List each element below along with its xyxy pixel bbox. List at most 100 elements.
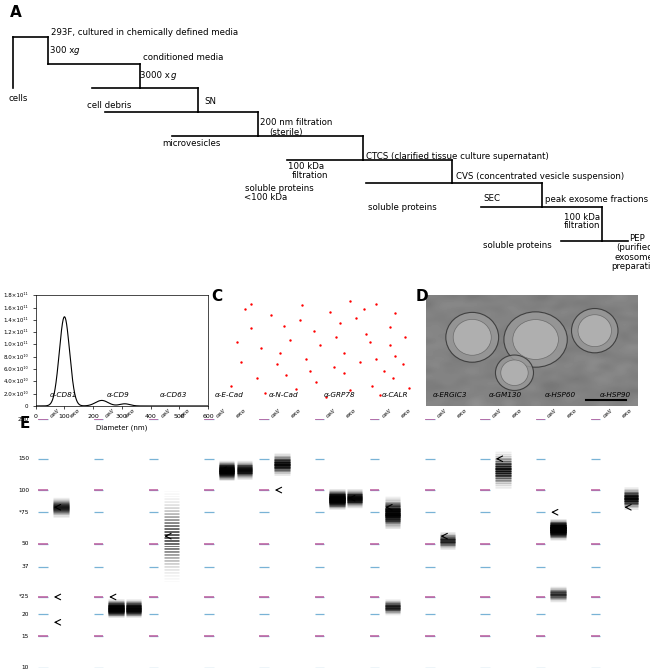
Text: α-CD9: α-CD9 [107, 393, 129, 399]
Text: cell: cell [436, 407, 447, 418]
Text: exosome: exosome [615, 253, 650, 262]
Point [390, 307, 400, 318]
Text: exo: exo [456, 407, 468, 419]
Point [355, 356, 365, 367]
Text: 15: 15 [22, 634, 29, 639]
Point [325, 307, 335, 317]
Point [384, 322, 395, 333]
Text: 10: 10 [22, 665, 29, 670]
Text: 250: 250 [18, 417, 29, 422]
Point [359, 303, 369, 314]
Point [281, 370, 292, 380]
Point [226, 380, 236, 391]
Text: E: E [20, 416, 30, 431]
Text: α-GRP78: α-GRP78 [324, 393, 355, 399]
Text: g: g [171, 72, 176, 81]
Point [390, 351, 400, 362]
Text: cell: cell [381, 407, 392, 418]
Text: filtration: filtration [292, 170, 328, 180]
Point [246, 323, 256, 333]
Point [370, 299, 381, 309]
Text: SN: SN [204, 97, 216, 106]
Point [384, 340, 395, 350]
Text: cell: cell [49, 407, 60, 418]
Text: CVS (concentrated vesicle suspension): CVS (concentrated vesicle suspension) [456, 172, 624, 181]
Text: microvesicles: microvesicles [162, 140, 221, 148]
Point [400, 332, 411, 343]
Text: exo: exo [511, 407, 523, 419]
Text: 20: 20 [21, 612, 29, 617]
Point [231, 336, 242, 347]
Text: C: C [211, 289, 222, 303]
Text: preparation): preparation) [612, 262, 650, 271]
Text: *75: *75 [19, 510, 29, 515]
Text: exo: exo [566, 407, 578, 419]
Point [311, 376, 321, 387]
Ellipse shape [453, 319, 491, 355]
Text: α-HSP60: α-HSP60 [545, 393, 576, 399]
Point [350, 313, 361, 324]
Point [335, 317, 345, 328]
Text: cell: cell [547, 407, 558, 418]
Text: cell: cell [215, 407, 226, 418]
Text: 100: 100 [18, 488, 29, 493]
Ellipse shape [495, 355, 534, 391]
Point [339, 368, 349, 378]
Point [276, 348, 286, 358]
Ellipse shape [571, 309, 618, 353]
Point [329, 362, 339, 372]
Point [361, 329, 371, 340]
Point [404, 383, 415, 394]
Text: exo: exo [235, 407, 247, 419]
Text: α-HSP90: α-HSP90 [600, 393, 631, 399]
Text: cell: cell [105, 407, 116, 418]
Text: 293F, cultured in chemically defined media: 293F, cultured in chemically defined med… [51, 28, 238, 37]
Point [252, 373, 262, 384]
Text: cell: cell [270, 407, 281, 418]
Point [315, 340, 325, 350]
Point [331, 332, 341, 343]
Point [344, 295, 355, 306]
Text: cell: cell [602, 407, 613, 418]
Point [246, 299, 256, 309]
Text: filtration: filtration [564, 221, 601, 230]
Text: g: g [73, 46, 79, 55]
X-axis label: Diameter (nm): Diameter (nm) [96, 424, 148, 431]
Text: cells: cells [8, 94, 28, 103]
Text: exo: exo [345, 407, 358, 419]
Ellipse shape [446, 313, 499, 362]
Point [255, 343, 266, 354]
Ellipse shape [578, 315, 612, 347]
Point [297, 300, 307, 311]
Text: *25: *25 [19, 595, 29, 599]
Text: exo: exo [179, 407, 192, 419]
Text: soluble proteins: soluble proteins [369, 203, 437, 211]
Point [236, 356, 246, 367]
Point [295, 314, 306, 325]
Text: exo: exo [290, 407, 302, 419]
Text: α-ERGIC3: α-ERGIC3 [432, 393, 467, 399]
Text: cell: cell [491, 407, 502, 418]
Ellipse shape [513, 319, 558, 360]
Point [374, 389, 385, 400]
Text: 37: 37 [21, 564, 29, 569]
Text: (purified: (purified [617, 244, 650, 252]
Point [280, 321, 290, 331]
Text: α-E-Cad: α-E-Cad [214, 393, 243, 399]
Point [388, 373, 398, 384]
Point [321, 392, 332, 403]
Text: 150: 150 [18, 456, 29, 461]
Point [370, 354, 381, 365]
Point [301, 354, 311, 365]
Point [344, 385, 355, 396]
Text: <100 kDa: <100 kDa [244, 193, 287, 202]
Text: SEC: SEC [483, 195, 500, 203]
Text: 3000 x: 3000 x [140, 72, 173, 81]
Text: 100 kDa: 100 kDa [288, 162, 324, 171]
Text: CTCS (clarified tissue culture supernatant): CTCS (clarified tissue culture supernata… [367, 152, 549, 160]
Text: exo: exo [69, 407, 81, 419]
Ellipse shape [500, 360, 528, 386]
Text: conditioned media: conditioned media [144, 53, 224, 62]
Text: soluble proteins: soluble proteins [483, 242, 552, 250]
Text: (sterile): (sterile) [270, 128, 303, 137]
